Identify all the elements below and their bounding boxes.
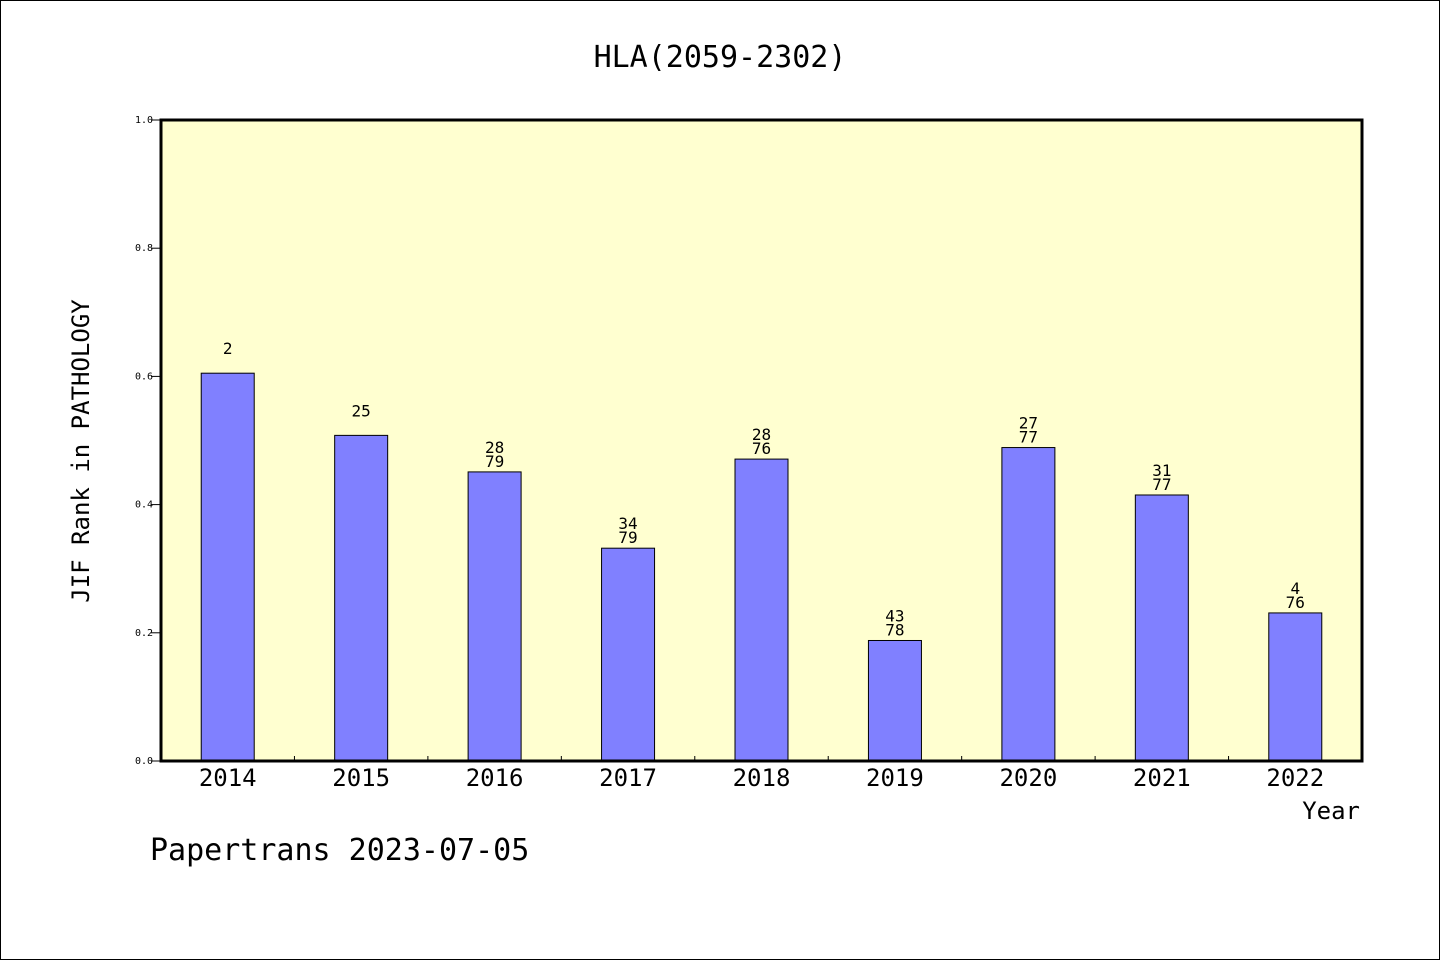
bar-2015 <box>334 434 389 762</box>
x-tick-label-2022: 2022 <box>1266 764 1324 792</box>
x-tick-label-2016: 2016 <box>466 764 524 792</box>
y-tick-label: 0.8 <box>135 243 153 254</box>
x-tick-label-2018: 2018 <box>733 764 791 792</box>
x-tick-label-2015: 2015 <box>332 764 390 792</box>
chart-title: HLA(2059-2302) <box>594 40 847 75</box>
y-tick-label: 0.6 <box>135 371 153 382</box>
data-label-total-2019: 78 <box>885 620 904 639</box>
bar-2022 <box>1268 612 1323 762</box>
data-label-total-2018: 76 <box>752 439 771 458</box>
data-label-rank-2021: 31 <box>1152 461 1171 480</box>
data-label-rank-2016: 28 <box>485 438 504 457</box>
data-label-2014: 2 <box>223 339 233 358</box>
data-label-rank-2018: 28 <box>752 425 771 444</box>
x-tick-labels: 2014 2015 2016 2017 2018 2019 2020 2021 2022 <box>199 764 1324 792</box>
data-label-rank-2020: 27 <box>1019 414 1038 433</box>
x-tick-label-2021: 2021 <box>1133 764 1191 792</box>
bar-2016 <box>467 471 522 762</box>
bar-2021 <box>1134 494 1189 762</box>
y-tick-label: 1.0 <box>135 115 153 126</box>
data-label-2015: 25 <box>352 401 371 420</box>
footer-text: Papertrans 2023-07-05 <box>150 833 530 868</box>
data-label-rank-2017: 34 <box>618 514 637 533</box>
y-tick-label: 0.4 <box>135 500 153 511</box>
data-label-total-2020: 77 <box>1019 428 1038 447</box>
data-label-rank-2022: 4 <box>1290 579 1300 598</box>
data-label-rank-2019: 43 <box>885 606 904 625</box>
x-tick-label-2017: 2017 <box>599 764 657 792</box>
data-label-total-2017: 79 <box>618 528 637 547</box>
data-label-total-2022: 76 <box>1286 593 1305 612</box>
y-tick-label: 0.2 <box>135 628 153 639</box>
x-tick-label-2014: 2014 <box>199 764 257 792</box>
bar-2020 <box>1001 447 1056 762</box>
x-tick-label-2020: 2020 <box>999 764 1057 792</box>
y-tick-labels: 0.0 0.2 0.4 0.6 0.8 1.0 <box>135 115 161 767</box>
y-axis-label: JIF Rank in PATHOLOGY <box>67 299 95 603</box>
x-axis-label: Year <box>1302 797 1360 825</box>
y-tick-label: 0.0 <box>135 756 153 767</box>
data-label-total-2016: 79 <box>485 452 504 471</box>
bar-2017 <box>601 547 656 762</box>
bar-2019 <box>867 639 922 762</box>
data-label-total-2021: 77 <box>1152 475 1171 494</box>
bar-2018 <box>734 458 789 762</box>
x-tick-label-2019: 2019 <box>866 764 924 792</box>
plot-border <box>159 118 1364 763</box>
bars-group <box>200 372 1323 762</box>
bar-2014 <box>200 372 255 762</box>
